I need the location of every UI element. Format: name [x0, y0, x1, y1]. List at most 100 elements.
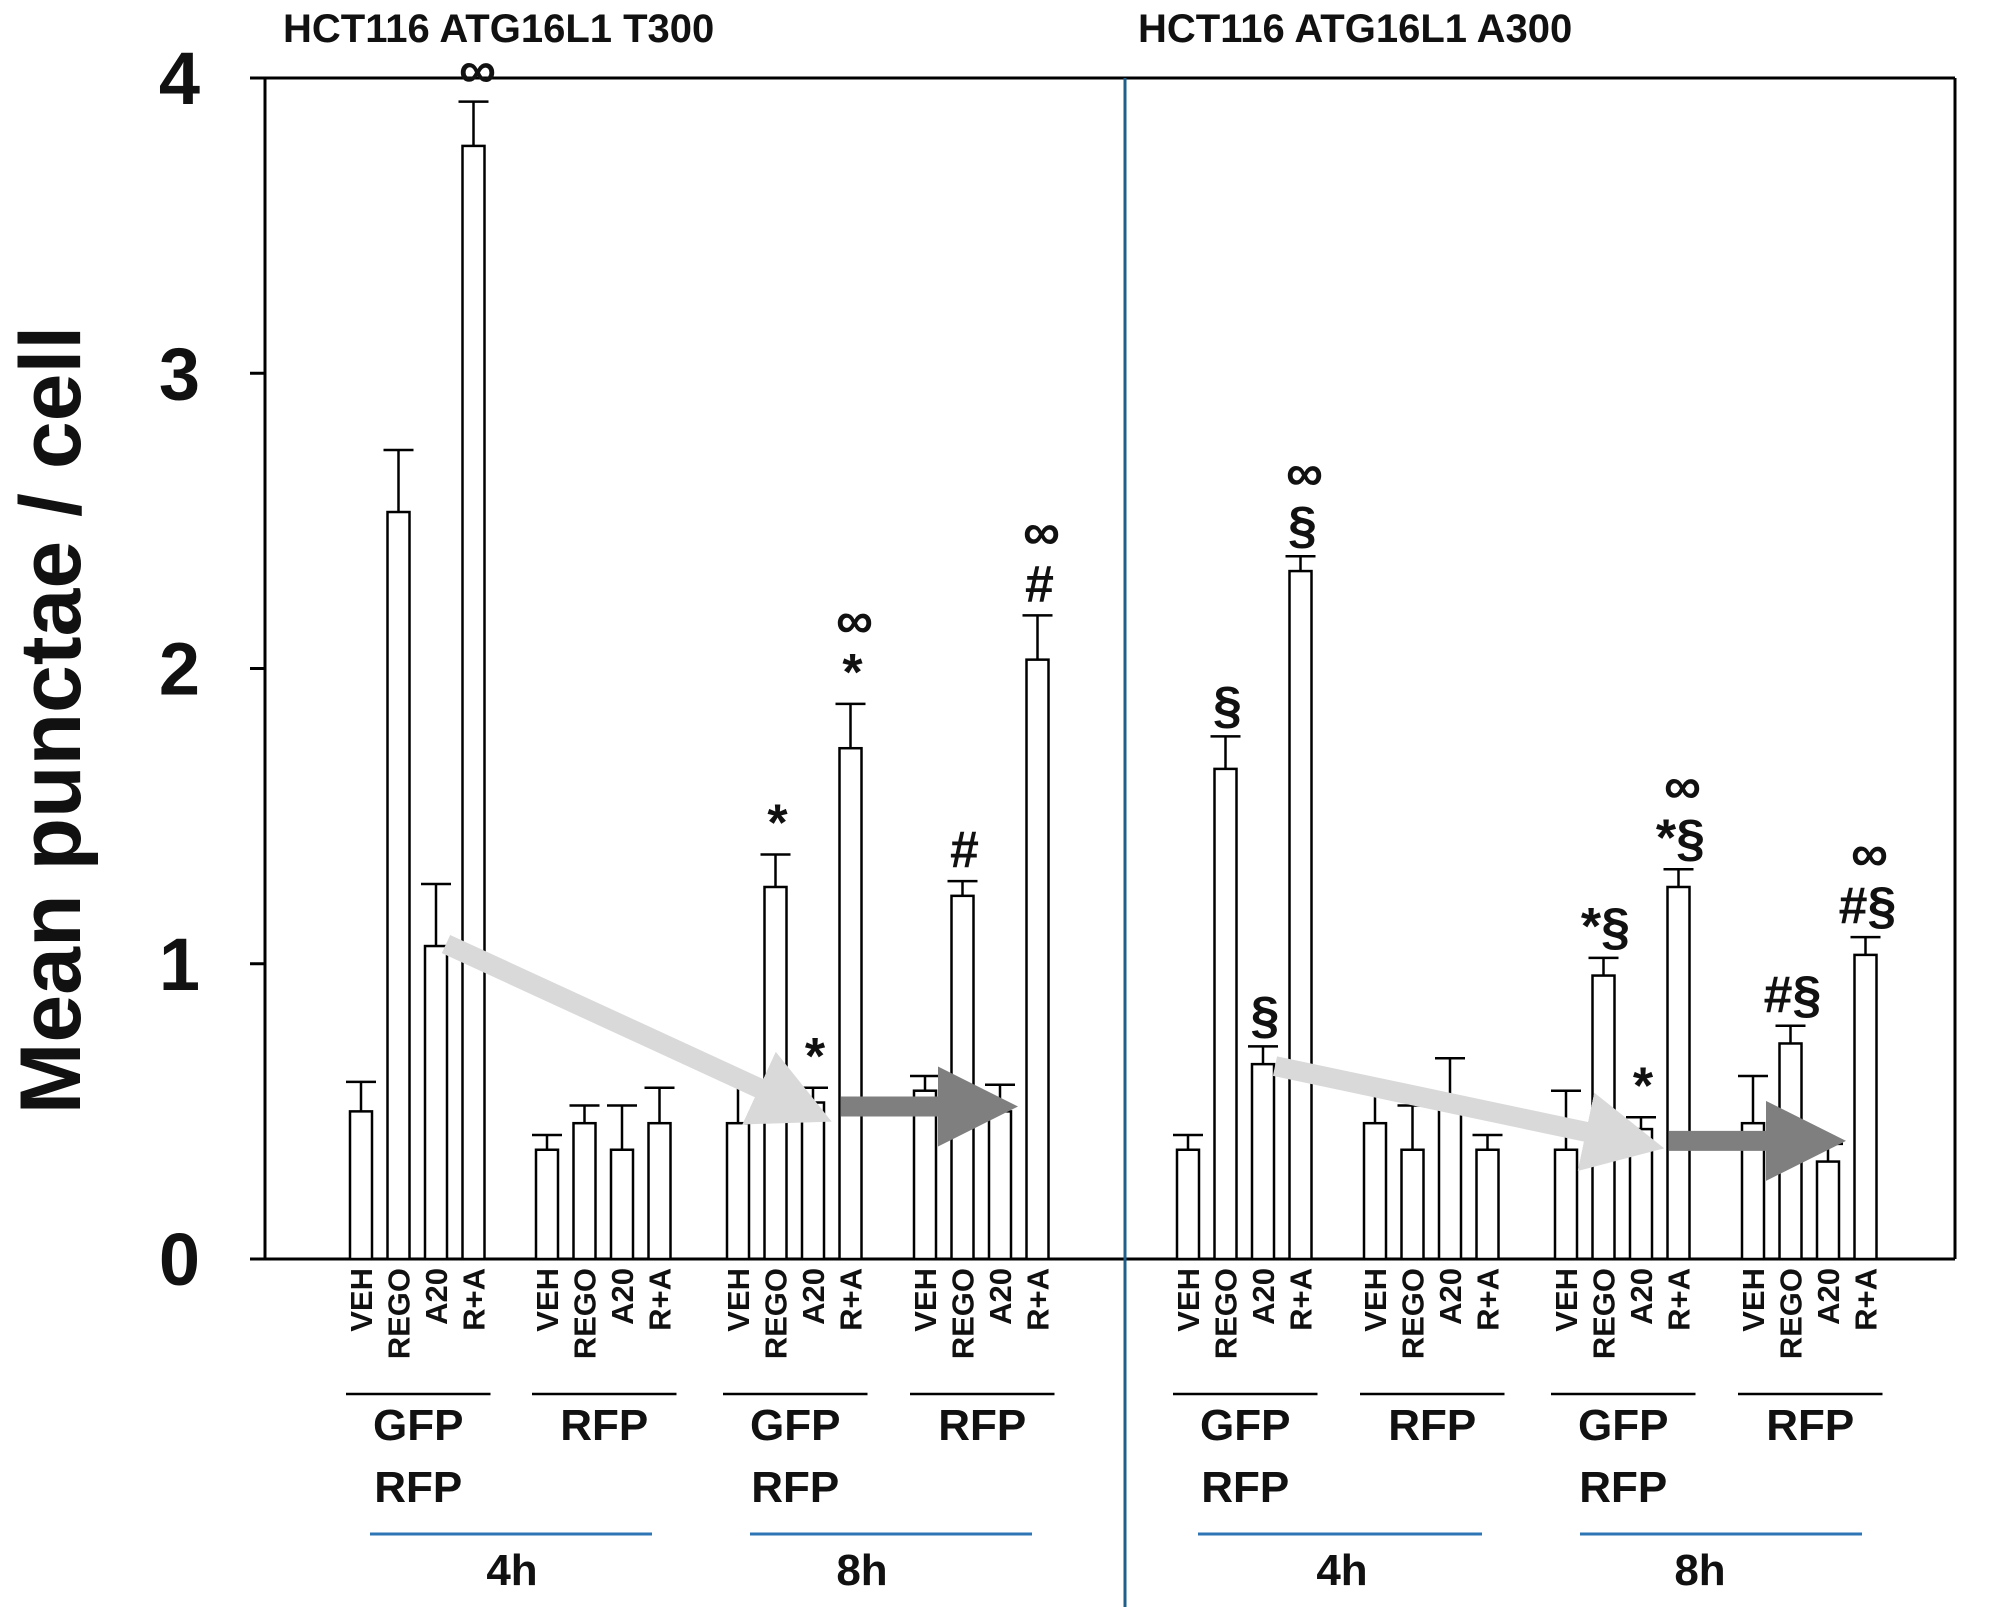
significance-marker: * [767, 795, 788, 853]
group-label: RFP [374, 1463, 462, 1512]
significance-marker: # [1025, 555, 1054, 613]
y-tick-label: 1 [159, 923, 200, 1006]
x-tick-label: REGO [1396, 1268, 1431, 1359]
x-tick-label: REGO [1209, 1268, 1244, 1359]
significance-marker: #§ [1764, 966, 1822, 1024]
time-label: 8h [836, 1546, 887, 1595]
bar [725, 1121, 751, 1261]
x-tick-label: REGO [382, 1268, 417, 1359]
y-tick-label: 4 [159, 37, 200, 120]
significance-marker: # [950, 821, 979, 879]
x-tick-label: R+A [1471, 1268, 1506, 1331]
bar [572, 1121, 597, 1261]
x-tick-label: R+A [643, 1268, 678, 1331]
bar [950, 894, 975, 1261]
x-tick-label: R+A [1284, 1268, 1319, 1331]
x-tick-label: VEH [1171, 1268, 1206, 1332]
bar [838, 746, 863, 1261]
significance-marker: § [1288, 496, 1317, 554]
x-tick-label: A20 [1811, 1268, 1846, 1325]
arrow-light [1272, 1056, 1665, 1171]
x-tick-label: A20 [1246, 1268, 1281, 1325]
group-label: GFP [1578, 1401, 1668, 1450]
bar [348, 1110, 374, 1261]
significance-marker: ∞ [1286, 444, 1323, 502]
time-label: 4h [486, 1546, 537, 1595]
bar [1437, 1101, 1463, 1261]
bar [1815, 1160, 1841, 1261]
significance-marker: ∞ [1664, 757, 1701, 815]
x-tick-label: REGO [759, 1268, 794, 1359]
bar [647, 1121, 672, 1261]
bar [609, 1148, 635, 1261]
bar [1400, 1148, 1425, 1261]
bar [1553, 1148, 1579, 1261]
x-tick-label: REGO [568, 1268, 603, 1359]
significance-marker: * [842, 644, 863, 702]
group-label: RFP [751, 1463, 839, 1512]
group-label: RFP [1766, 1401, 1854, 1450]
group-label: RFP [1201, 1463, 1289, 1512]
bar [461, 144, 486, 1261]
time-label: 4h [1316, 1546, 1367, 1595]
y-tick-label: 3 [159, 332, 200, 415]
bar [1475, 1148, 1500, 1261]
significance-marker: § [1213, 676, 1242, 734]
x-tick-label: A20 [1624, 1268, 1659, 1325]
time-label: 8h [1674, 1546, 1725, 1595]
x-tick-label: VEH [530, 1268, 565, 1332]
bar [800, 1101, 826, 1261]
significance-marker: * [1633, 1057, 1654, 1115]
y-tick-label: 0 [159, 1218, 200, 1301]
significance-marker: *§ [1581, 898, 1630, 956]
panel-title: HCT116 ATG16L1 A300 [1138, 7, 1572, 51]
significance-marker: ∞ [1851, 825, 1888, 883]
significance-marker: #§ [1839, 877, 1897, 935]
bar [1362, 1121, 1388, 1261]
x-tick-label: VEH [1549, 1268, 1584, 1332]
x-tick-label: R+A [1662, 1268, 1697, 1331]
significance-marker: * [805, 1028, 826, 1086]
x-tick-label: R+A [457, 1268, 492, 1331]
x-tick-label: A20 [1433, 1268, 1468, 1325]
y-tick-label: 2 [159, 628, 200, 711]
significance-marker: ∞ [459, 42, 496, 100]
bar [1666, 885, 1691, 1261]
x-tick-label: VEH [1736, 1268, 1771, 1332]
bar [1778, 1042, 1803, 1261]
group-label: GFP [750, 1401, 840, 1450]
x-tick-label: REGO [946, 1268, 981, 1359]
significance-marker: ∞ [1023, 503, 1060, 561]
bar [1628, 1127, 1654, 1261]
bar [1250, 1062, 1276, 1261]
x-tick-label: A20 [983, 1268, 1018, 1325]
bar [763, 885, 788, 1261]
group-label: RFP [1388, 1401, 1476, 1450]
group-label: RFP [1579, 1463, 1667, 1512]
bar [386, 510, 411, 1261]
x-tick-label: REGO [1774, 1268, 1809, 1359]
bar [1213, 767, 1238, 1261]
x-tick-label: VEH [908, 1268, 943, 1332]
x-tick-label: VEH [1358, 1268, 1393, 1332]
x-tick-label: R+A [1021, 1268, 1056, 1331]
bar [1591, 974, 1616, 1261]
significance-marker: ∞ [836, 592, 873, 650]
bar [423, 944, 449, 1261]
y-axis-label: Mean punctae / cell [3, 326, 99, 1115]
x-tick-label: VEH [721, 1268, 756, 1332]
arrow-light [441, 934, 832, 1125]
group-label: RFP [938, 1401, 1026, 1450]
group-label: GFP [373, 1401, 463, 1450]
bar [987, 1110, 1013, 1261]
x-tick-label: A20 [419, 1268, 454, 1325]
bar [1025, 658, 1050, 1261]
x-tick-label: A20 [796, 1268, 831, 1325]
bar [534, 1148, 560, 1261]
significance-marker: § [1251, 986, 1280, 1044]
significance-marker: *§ [1656, 809, 1705, 867]
group-label: RFP [560, 1401, 648, 1450]
bar [1288, 569, 1313, 1261]
x-tick-label: R+A [834, 1268, 869, 1331]
